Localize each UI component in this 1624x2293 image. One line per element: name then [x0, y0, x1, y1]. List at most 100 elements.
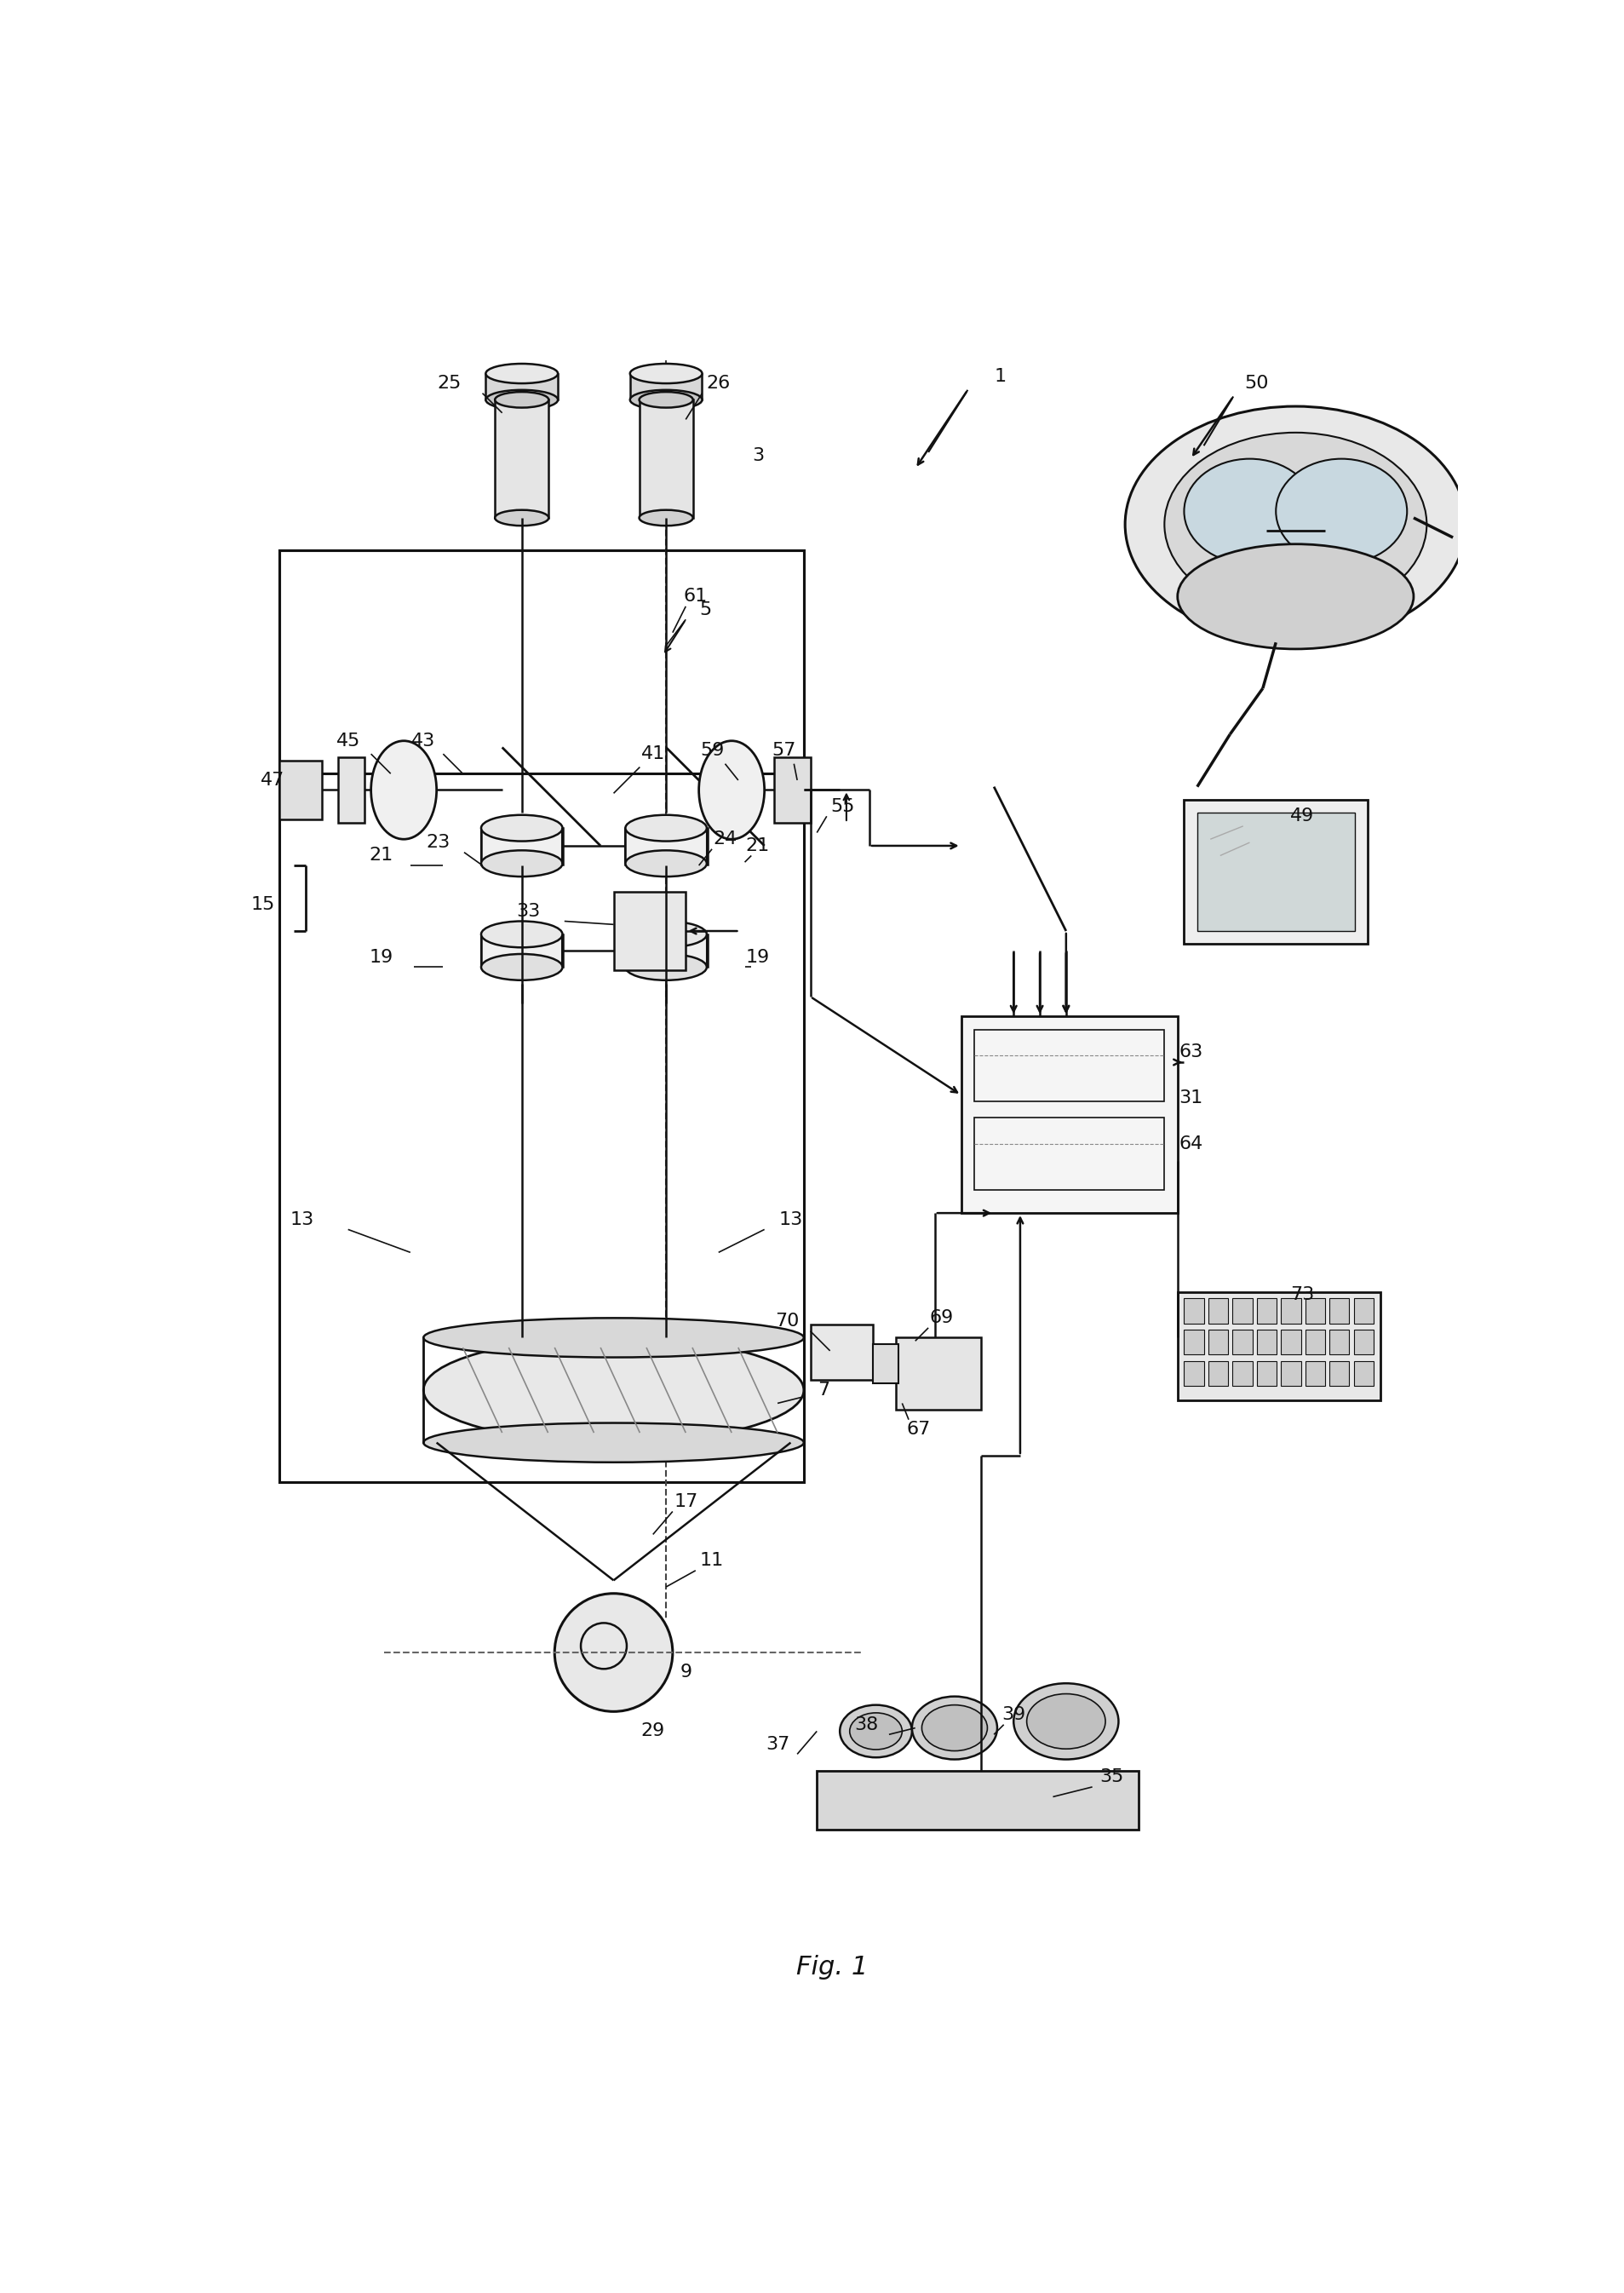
- Bar: [1306, 1330, 1325, 1355]
- Ellipse shape: [424, 1424, 804, 1463]
- Bar: [279, 761, 322, 819]
- Ellipse shape: [424, 1337, 804, 1442]
- Bar: [1281, 1298, 1301, 1323]
- Bar: [614, 892, 685, 970]
- Ellipse shape: [640, 509, 693, 525]
- Bar: [1184, 1330, 1203, 1355]
- Ellipse shape: [1013, 1683, 1119, 1759]
- Bar: [640, 399, 693, 518]
- Text: 49: 49: [1289, 807, 1314, 825]
- Bar: [630, 374, 702, 399]
- Bar: [872, 1344, 898, 1383]
- Bar: [1197, 814, 1354, 931]
- Ellipse shape: [1184, 459, 1315, 564]
- Bar: [1330, 1362, 1350, 1387]
- Text: 59: 59: [700, 743, 724, 759]
- Bar: [1354, 1362, 1374, 1387]
- Text: 24: 24: [713, 830, 737, 848]
- Text: 35: 35: [1099, 1768, 1124, 1786]
- Ellipse shape: [481, 851, 562, 876]
- Ellipse shape: [1177, 543, 1413, 649]
- Ellipse shape: [481, 922, 562, 947]
- Bar: [1257, 1362, 1276, 1387]
- Bar: [1184, 1298, 1203, 1323]
- Bar: [1233, 1298, 1252, 1323]
- Text: 64: 64: [1179, 1135, 1203, 1153]
- Text: 19: 19: [745, 949, 770, 965]
- Text: 39: 39: [1002, 1706, 1026, 1724]
- Text: 50: 50: [1244, 374, 1268, 392]
- Bar: [625, 933, 708, 968]
- Bar: [1233, 1330, 1252, 1355]
- Bar: [1330, 1298, 1350, 1323]
- Text: 21: 21: [369, 846, 393, 864]
- Bar: [961, 1016, 1177, 1213]
- Text: 70: 70: [775, 1314, 799, 1330]
- Ellipse shape: [495, 392, 549, 408]
- Ellipse shape: [1164, 433, 1427, 617]
- Bar: [1306, 1298, 1325, 1323]
- Ellipse shape: [625, 814, 706, 842]
- Text: 3: 3: [752, 447, 763, 463]
- Text: 31: 31: [1179, 1089, 1203, 1108]
- Text: 15: 15: [250, 897, 274, 913]
- Text: 23: 23: [425, 835, 450, 851]
- Text: 61: 61: [684, 587, 708, 605]
- Ellipse shape: [486, 365, 559, 383]
- Bar: [895, 1337, 981, 1410]
- Text: 29: 29: [641, 1722, 664, 1740]
- Ellipse shape: [495, 509, 549, 525]
- Text: 57: 57: [771, 743, 796, 759]
- Bar: [279, 550, 804, 773]
- Ellipse shape: [1125, 406, 1466, 642]
- Ellipse shape: [625, 954, 706, 979]
- Ellipse shape: [1026, 1695, 1106, 1750]
- Text: 45: 45: [336, 731, 361, 750]
- Text: 37: 37: [765, 1736, 789, 1752]
- Bar: [481, 828, 564, 864]
- Ellipse shape: [698, 741, 765, 839]
- Ellipse shape: [555, 1594, 672, 1711]
- Bar: [1306, 1362, 1325, 1387]
- Text: 69: 69: [929, 1309, 953, 1328]
- Bar: [817, 1770, 1138, 1830]
- Bar: [810, 1325, 872, 1380]
- Text: 63: 63: [1179, 1043, 1203, 1062]
- Text: 11: 11: [700, 1552, 724, 1568]
- Bar: [1257, 1298, 1276, 1323]
- Text: 9: 9: [680, 1665, 692, 1681]
- Ellipse shape: [630, 390, 702, 410]
- Bar: [974, 1030, 1164, 1101]
- Ellipse shape: [913, 1697, 997, 1759]
- Text: Fig. 1: Fig. 1: [796, 1956, 869, 1979]
- Text: 7: 7: [817, 1383, 830, 1399]
- Bar: [1177, 1291, 1380, 1401]
- Bar: [974, 1119, 1164, 1190]
- Bar: [1354, 1298, 1374, 1323]
- Text: 38: 38: [854, 1715, 879, 1734]
- Ellipse shape: [849, 1713, 903, 1750]
- Text: 25: 25: [437, 374, 461, 392]
- Text: 17: 17: [674, 1493, 698, 1511]
- Text: 47: 47: [260, 773, 284, 789]
- Text: 67: 67: [906, 1422, 931, 1438]
- Text: 5: 5: [700, 601, 711, 619]
- Ellipse shape: [922, 1706, 987, 1752]
- Ellipse shape: [424, 1318, 804, 1357]
- Bar: [1330, 1330, 1350, 1355]
- Ellipse shape: [630, 365, 702, 383]
- Text: 21: 21: [745, 837, 770, 855]
- Bar: [1208, 1362, 1228, 1387]
- Text: 1: 1: [994, 369, 1007, 385]
- Ellipse shape: [840, 1706, 913, 1756]
- Text: 13: 13: [291, 1211, 313, 1229]
- Bar: [1233, 1362, 1252, 1387]
- Bar: [775, 757, 810, 823]
- Text: 19: 19: [369, 949, 393, 965]
- Bar: [495, 399, 549, 518]
- Text: 13: 13: [778, 1211, 802, 1229]
- Bar: [1257, 1330, 1276, 1355]
- Ellipse shape: [486, 390, 559, 410]
- Ellipse shape: [481, 814, 562, 842]
- Text: 41: 41: [641, 745, 664, 764]
